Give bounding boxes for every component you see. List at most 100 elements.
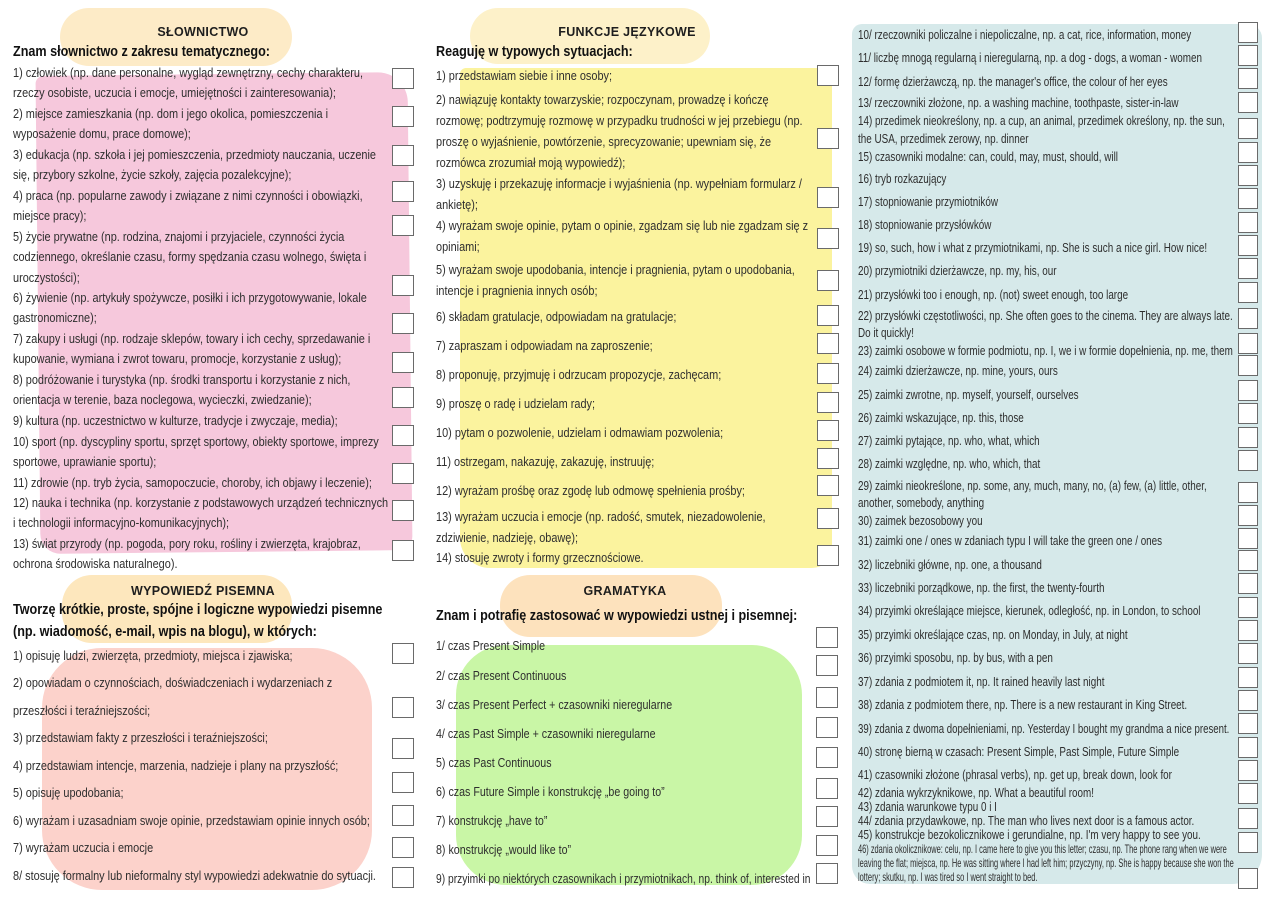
checkbox[interactable] <box>392 738 414 759</box>
checkbox[interactable] <box>816 778 838 799</box>
checkbox[interactable] <box>817 65 839 86</box>
checkbox[interactable] <box>1238 482 1258 503</box>
checkbox[interactable] <box>1238 403 1258 424</box>
writing-item: 3) przedstawiam fakty z przeszłości i te… <box>13 730 268 746</box>
checkbox[interactable] <box>1238 68 1258 89</box>
checkbox[interactable] <box>392 643 414 664</box>
checkbox[interactable] <box>392 215 414 236</box>
checkbox[interactable] <box>1238 868 1258 889</box>
checkbox[interactable] <box>1238 832 1258 853</box>
grammar-title: GRAMATYKA <box>583 584 667 598</box>
checkbox[interactable] <box>817 228 839 249</box>
grammar-item: 17) stopniowanie przymiotników <box>858 195 998 209</box>
checkbox[interactable] <box>392 463 414 484</box>
checkbox[interactable] <box>1238 528 1258 549</box>
checkbox[interactable] <box>1238 92 1258 113</box>
checkbox[interactable] <box>392 500 414 521</box>
checkbox[interactable] <box>392 425 414 446</box>
vocabulary-title-highlight <box>60 8 292 66</box>
checkbox[interactable] <box>817 305 839 326</box>
checkbox[interactable] <box>817 187 839 208</box>
checkbox[interactable] <box>392 837 414 858</box>
checkbox[interactable] <box>1238 783 1258 804</box>
checkbox[interactable] <box>816 747 838 768</box>
checkbox[interactable] <box>1238 22 1258 43</box>
checkbox[interactable] <box>392 540 414 561</box>
checkbox[interactable] <box>1238 737 1258 758</box>
checkbox[interactable] <box>817 508 839 529</box>
grammar-item: 26) zaimki wskazujące, np. this, those <box>858 411 1024 425</box>
checkbox[interactable] <box>817 545 839 566</box>
checkbox[interactable] <box>392 387 414 408</box>
checkbox[interactable] <box>817 363 839 384</box>
language-functions-item: 14) stosuję zwroty i formy grzecznościow… <box>436 549 644 565</box>
checkbox[interactable] <box>392 805 414 826</box>
checkbox[interactable] <box>392 867 414 888</box>
checkbox[interactable] <box>817 128 839 149</box>
checkbox[interactable] <box>817 475 839 496</box>
checkbox[interactable] <box>392 181 414 202</box>
grammar-item: 29) zaimki nieokreślone, np. some, any, … <box>858 478 1207 510</box>
checkbox[interactable] <box>1238 667 1258 688</box>
grammar-item: 41) czasowniki złożone (phrasal verbs), … <box>858 768 1172 782</box>
checkbox[interactable] <box>1238 505 1258 526</box>
checkbox[interactable] <box>392 275 414 296</box>
checkbox[interactable] <box>1238 142 1258 163</box>
writing-title: WYPOWIEDŹ PISEMNA <box>131 584 275 598</box>
grammar-item: 7) konstrukcję „have to” <box>436 813 548 828</box>
vocabulary-item: 7) zakupy i usługi (np. rodzaje sklepów,… <box>13 330 371 367</box>
checkbox[interactable] <box>817 448 839 469</box>
vocabulary-item: 3) edukacja (np. szkoła i jej pomieszcze… <box>13 146 376 183</box>
grammar-item: 24) zaimki dzierżawcze, np. mine, yours,… <box>858 364 1058 378</box>
grammar-item: 32) liczebniki główne, np. one, a thousa… <box>858 558 1042 572</box>
checkbox[interactable] <box>1238 235 1258 256</box>
checkbox[interactable] <box>392 772 414 793</box>
checkbox[interactable] <box>392 313 414 334</box>
checkbox[interactable] <box>392 697 414 718</box>
checkbox[interactable] <box>816 863 838 884</box>
checkbox[interactable] <box>816 655 838 676</box>
grammar-item: 20) przymiotniki dzierżawcze, np. my, hi… <box>858 264 1057 278</box>
checkbox[interactable] <box>816 687 838 708</box>
checkbox[interactable] <box>1238 427 1258 448</box>
language-functions-item: 10) pytam o pozwolenie, udzielam i odmaw… <box>436 424 724 440</box>
checkbox[interactable] <box>1238 573 1258 594</box>
checkbox[interactable] <box>392 106 414 127</box>
grammar-item: 5) czas Past Continuous <box>436 755 552 770</box>
checkbox[interactable] <box>1238 760 1258 781</box>
checkbox[interactable] <box>816 717 838 738</box>
checkbox[interactable] <box>1238 188 1258 209</box>
checkbox[interactable] <box>392 145 414 166</box>
checkbox[interactable] <box>1238 620 1258 641</box>
checkbox[interactable] <box>1238 165 1258 186</box>
checkbox[interactable] <box>1238 690 1258 711</box>
vocabulary-item: 12) nauka i technika (np. korzystanie z … <box>13 494 389 531</box>
checkbox[interactable] <box>817 270 839 291</box>
checkbox[interactable] <box>1238 258 1258 279</box>
checkbox[interactable] <box>1238 355 1258 376</box>
checkbox[interactable] <box>392 352 414 373</box>
checkbox[interactable] <box>817 392 839 413</box>
checkbox[interactable] <box>1238 713 1258 734</box>
checkbox[interactable] <box>392 68 414 89</box>
checkbox[interactable] <box>817 420 839 441</box>
checkbox[interactable] <box>1238 118 1258 139</box>
checkbox[interactable] <box>1238 380 1258 401</box>
checkbox[interactable] <box>1238 45 1258 66</box>
checkbox[interactable] <box>1238 597 1258 618</box>
checkbox[interactable] <box>1238 550 1258 571</box>
checkbox[interactable] <box>1238 450 1258 471</box>
checkbox[interactable] <box>816 806 838 827</box>
functions-highlight <box>460 68 832 568</box>
checkbox[interactable] <box>1238 282 1258 303</box>
checkbox[interactable] <box>1238 333 1258 354</box>
grammar-item: 3/ czas Present Perfect + czasowniki nie… <box>436 697 673 712</box>
checkbox[interactable] <box>1238 808 1258 829</box>
checkbox[interactable] <box>816 835 838 856</box>
checkbox[interactable] <box>1238 212 1258 233</box>
checkbox[interactable] <box>816 627 838 648</box>
checkbox[interactable] <box>1238 308 1258 329</box>
checkbox[interactable] <box>817 333 839 354</box>
checkbox[interactable] <box>1238 643 1258 664</box>
writing-item: 4) przedstawiam intencje, marzenia, nadz… <box>13 758 339 774</box>
